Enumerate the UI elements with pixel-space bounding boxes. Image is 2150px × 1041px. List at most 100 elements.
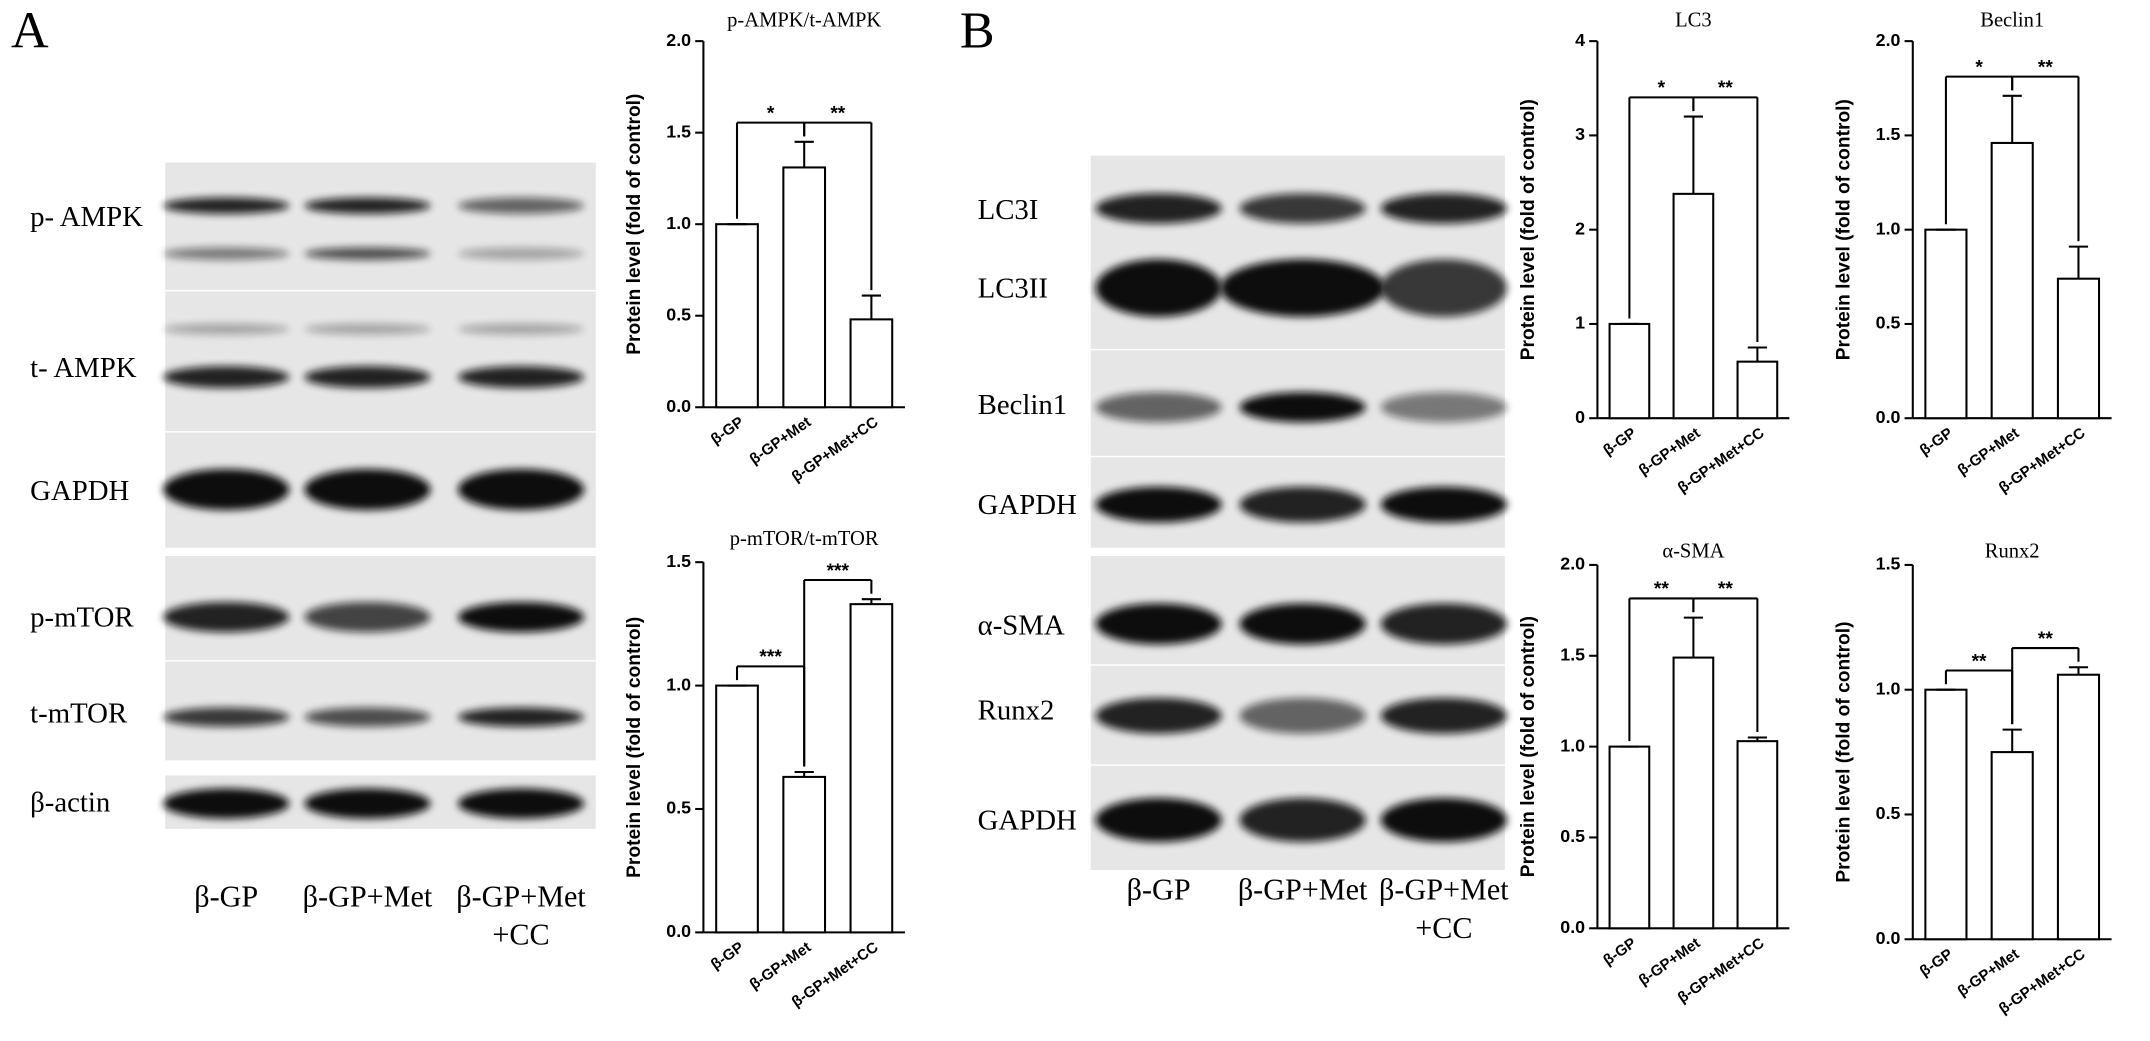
bar — [2056, 277, 2101, 420]
blot-band — [1095, 193, 1222, 224]
sig-label: ** — [830, 103, 845, 124]
bar — [782, 166, 827, 409]
x-tick-label: β-GP — [708, 939, 747, 974]
bar — [1672, 656, 1715, 930]
bar — [849, 603, 894, 934]
sig-label: ** — [1718, 579, 1733, 600]
y-tick-label: 1.0 — [666, 674, 691, 694]
blot-lane-label: β-GP+Met — [1237, 872, 1368, 907]
bar — [1924, 688, 1968, 941]
blot-lane-label-box: β-GP+Met — [302, 878, 433, 914]
blot-band — [163, 366, 290, 389]
blot-band — [304, 468, 431, 511]
blot-band — [457, 601, 585, 633]
chart-title: p-mTOR/t-mTOR — [730, 528, 879, 550]
blot-row-label: t- AMPK — [30, 352, 137, 384]
blot-row-label: β-actin — [30, 786, 110, 818]
y-tick-label: 2.0 — [1876, 30, 1901, 50]
y-axis-label: Protein level (fold of control) — [1833, 622, 1854, 883]
y-tick-label: 2.0 — [666, 30, 691, 50]
y-tick-label: 1.0 — [666, 213, 691, 233]
blot-band — [1095, 486, 1222, 523]
blot-band — [1380, 486, 1507, 523]
blot-lane-label: β-GP — [1126, 872, 1191, 907]
panel-label: A — [11, 3, 49, 60]
blot-row-label: GAPDH — [30, 475, 129, 507]
y-tick-label: 0.0 — [1876, 928, 1901, 948]
bar — [715, 223, 759, 409]
x-tick-label: β-GP — [1917, 425, 1956, 460]
blot-band — [304, 197, 431, 214]
blot-band — [1239, 486, 1366, 523]
blot-band — [1380, 259, 1507, 317]
blot-band — [457, 247, 585, 260]
y-tick-label: 1.5 — [666, 551, 691, 571]
y-axis-label: Protein level (fold of control) — [1833, 99, 1854, 360]
blot-band — [1095, 603, 1222, 645]
y-tick-label: 1.0 — [1876, 218, 1901, 238]
y-axis-label: Protein level (fold of control) — [1518, 99, 1539, 360]
blot-band — [457, 468, 585, 511]
blot-band — [304, 247, 431, 260]
bar — [1736, 740, 1779, 930]
y-tick-label: 1.0 — [1876, 678, 1901, 698]
bar — [1608, 745, 1651, 930]
sig-label: ** — [1718, 78, 1733, 99]
y-tick-label: 0 — [1575, 407, 1585, 427]
bar — [782, 775, 827, 934]
sig-label: ** — [2038, 629, 2053, 650]
blot-row-label: p-mTOR — [30, 601, 134, 633]
blot-lane-label: β-GP+Met +CC — [1379, 872, 1509, 945]
y-tick-label: 0.5 — [666, 798, 691, 818]
blot-band — [1380, 603, 1507, 645]
y-tick-label: 1.5 — [1876, 124, 1901, 144]
blot-band — [1239, 697, 1366, 734]
bar — [1924, 228, 1968, 420]
blot-band — [1095, 697, 1222, 734]
blot-row-label: t-mTOR — [30, 697, 128, 729]
bar — [1736, 360, 1779, 420]
blot-band — [163, 197, 290, 214]
blot-band — [1239, 392, 1366, 423]
blot-band — [1380, 193, 1507, 224]
blot-band — [1095, 392, 1222, 423]
blot-band — [457, 323, 585, 335]
y-axis-label: Protein level (fold of control) — [624, 617, 645, 878]
sig-label: *** — [827, 561, 850, 582]
blot-band — [304, 323, 431, 335]
bar-chart: Beclin1 Protein level (fold of control) 0.… — [1833, 10, 2112, 497]
y-tick-label: 2 — [1575, 218, 1585, 238]
y-tick-label: 0.0 — [666, 921, 691, 941]
y-tick-label: 0.0 — [1560, 917, 1585, 937]
blot-lane-label: β-GP — [194, 878, 259, 914]
blot-strip — [163, 290, 598, 433]
blot-band — [1380, 392, 1507, 423]
blot-lane-label: β-GP+Met — [302, 878, 433, 914]
sig-label: * — [1658, 78, 1666, 99]
blot-band — [1239, 798, 1366, 842]
blots: p- AMPK t- AMPK GAPDH p-mTOR t-mTOR β-actin β-… — [30, 154, 1509, 952]
bar — [1990, 141, 2034, 420]
blot-band — [457, 788, 585, 819]
blot-band — [1239, 603, 1366, 645]
blot-lane-label-box: β-GP+Met +CC — [456, 879, 586, 952]
sig-label: * — [1975, 57, 1983, 78]
chart-title: p-AMPK/t-AMPK — [727, 10, 881, 32]
sig-label: ** — [2038, 57, 2053, 78]
y-tick-label: 1.0 — [1560, 735, 1585, 755]
blot-lane-label-box: β-GP+Met — [1237, 872, 1368, 907]
y-tick-label: 4 — [1575, 30, 1585, 50]
blot-band — [1095, 259, 1222, 317]
blot-row-label: Runx2 — [978, 695, 1055, 727]
bar — [1672, 192, 1715, 420]
blot-band — [304, 707, 431, 727]
y-tick-label: 2.0 — [1560, 554, 1585, 574]
chart-title: α-SMA — [1662, 540, 1724, 562]
blot-strip — [1089, 154, 1507, 351]
y-tick-label: 1.5 — [1876, 554, 1901, 574]
blot-strip — [163, 161, 598, 292]
y-axis-label: Protein level (fold of control) — [1518, 616, 1539, 877]
blot-row-label: LC3II — [978, 272, 1048, 304]
blot-band — [1380, 798, 1507, 842]
